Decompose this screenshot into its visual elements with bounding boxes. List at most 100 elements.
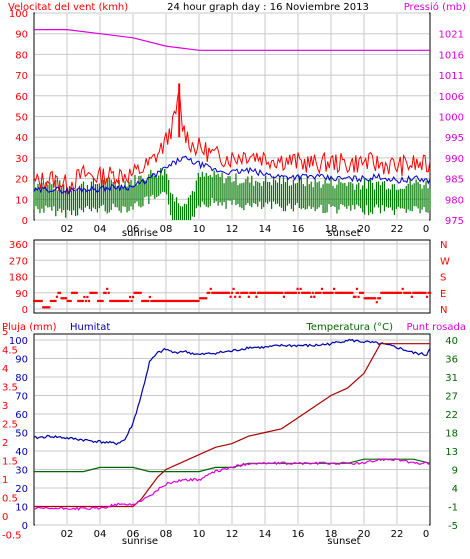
direction-point bbox=[398, 291, 401, 294]
direction-point bbox=[284, 291, 287, 294]
direction-point bbox=[241, 291, 244, 294]
direction-point bbox=[132, 295, 135, 299]
y-left-tick-label: 20 bbox=[15, 175, 28, 186]
direction-point bbox=[404, 291, 407, 294]
direction-point bbox=[215, 291, 218, 294]
direction-point bbox=[238, 295, 241, 298]
direction-point bbox=[345, 291, 348, 294]
direction-point bbox=[142, 299, 145, 303]
direction-point bbox=[293, 291, 296, 294]
direction-point bbox=[393, 291, 397, 294]
direction-point bbox=[416, 291, 420, 294]
direction-point bbox=[374, 297, 377, 300]
rain-tick-label: 4 bbox=[2, 364, 8, 375]
direction-point bbox=[409, 291, 412, 294]
direction-point bbox=[317, 291, 321, 294]
direction-point bbox=[185, 299, 188, 303]
direction-point bbox=[57, 291, 60, 294]
direction-point bbox=[218, 291, 222, 294]
direction-point bbox=[343, 291, 346, 294]
rain-line bbox=[34, 343, 430, 508]
chart-title: 24 hour graph day : 16 Noviembre 2013 bbox=[167, 2, 369, 13]
direction-point bbox=[378, 297, 381, 300]
rain-tick-label: 3 bbox=[2, 401, 8, 412]
y-left-tick-label: 40 bbox=[15, 133, 28, 144]
direction-point bbox=[86, 295, 89, 299]
compass-label: N bbox=[440, 240, 447, 251]
direction-point bbox=[203, 297, 206, 300]
direction-point bbox=[45, 306, 48, 309]
direction-point bbox=[401, 287, 404, 290]
direction-point bbox=[250, 291, 253, 294]
temperature-axis-label: Temperatura (°C) bbox=[305, 322, 393, 333]
y-left-tick-label: 100 bbox=[9, 9, 28, 20]
direction-point bbox=[302, 291, 305, 294]
direction-point bbox=[354, 295, 357, 298]
humidity-tick-label: 80 bbox=[15, 373, 28, 384]
direction-point bbox=[406, 291, 409, 294]
direction-point bbox=[58, 291, 62, 294]
direction-point bbox=[261, 291, 264, 294]
direction-point bbox=[413, 291, 416, 294]
direction-point bbox=[34, 299, 37, 303]
direction-point bbox=[170, 299, 173, 303]
direction-point bbox=[163, 299, 167, 303]
direction-point bbox=[375, 301, 378, 304]
x-tick-label: 20 bbox=[358, 224, 371, 235]
x-tick-label: 22 bbox=[391, 529, 404, 540]
direction-point bbox=[418, 291, 421, 294]
x-tick-label: 18 bbox=[325, 224, 338, 235]
direction-point bbox=[363, 297, 366, 300]
rain-tick-label: 0.5 bbox=[2, 493, 18, 504]
humidity-tick-label: 60 bbox=[15, 410, 28, 421]
direction-point bbox=[220, 291, 223, 294]
direction-point bbox=[333, 287, 336, 290]
y-right-tick-label: 1021 bbox=[439, 30, 464, 41]
direction-point bbox=[74, 291, 77, 294]
direction-point bbox=[188, 299, 191, 303]
direction-point bbox=[68, 299, 71, 303]
direction-point bbox=[125, 299, 129, 303]
direction-point bbox=[231, 291, 234, 294]
wind-speed-line bbox=[33, 89, 431, 195]
humidity-tick-label: 100 bbox=[9, 336, 28, 347]
direction-point bbox=[368, 297, 371, 300]
direction-point bbox=[89, 291, 92, 294]
direction-point bbox=[276, 291, 279, 294]
y-left-tick-label: 0 bbox=[22, 216, 28, 227]
x-tick-label: 16 bbox=[292, 224, 305, 235]
humidity-tick-label: 10 bbox=[15, 503, 28, 514]
direction-point bbox=[269, 291, 272, 294]
direction-point bbox=[278, 291, 281, 294]
direction-point bbox=[147, 299, 150, 303]
direction-point bbox=[287, 291, 290, 294]
direction-point bbox=[208, 291, 211, 294]
dewpoint-line bbox=[33, 457, 431, 511]
direction-point bbox=[322, 291, 325, 294]
direction-point bbox=[232, 287, 235, 290]
direction-point bbox=[288, 291, 292, 294]
direction-point bbox=[101, 299, 104, 303]
direction-point bbox=[115, 299, 118, 303]
direction-point bbox=[84, 299, 87, 303]
temperature-tick-label: 18 bbox=[445, 429, 458, 440]
direction-point bbox=[323, 291, 327, 294]
direction-point bbox=[386, 291, 389, 294]
direction-point bbox=[162, 299, 165, 303]
direction-point bbox=[113, 299, 116, 303]
direction-point bbox=[299, 287, 302, 290]
compass-label: W bbox=[440, 256, 450, 267]
y-left-tick-label: 60 bbox=[15, 92, 28, 103]
direction-point bbox=[369, 297, 372, 300]
x-tick-label: 0 bbox=[423, 224, 429, 235]
x-tick-label: 10 bbox=[193, 224, 206, 235]
direction-point bbox=[141, 299, 144, 303]
x-tick-label: 08 bbox=[160, 529, 173, 540]
direction-point bbox=[264, 291, 267, 294]
direction-point bbox=[325, 291, 328, 294]
direction-point bbox=[202, 297, 205, 300]
rain-tick-label: 1.5 bbox=[2, 456, 18, 467]
direction-point bbox=[119, 299, 123, 303]
direction-point bbox=[412, 291, 415, 294]
direction-point bbox=[407, 291, 410, 294]
